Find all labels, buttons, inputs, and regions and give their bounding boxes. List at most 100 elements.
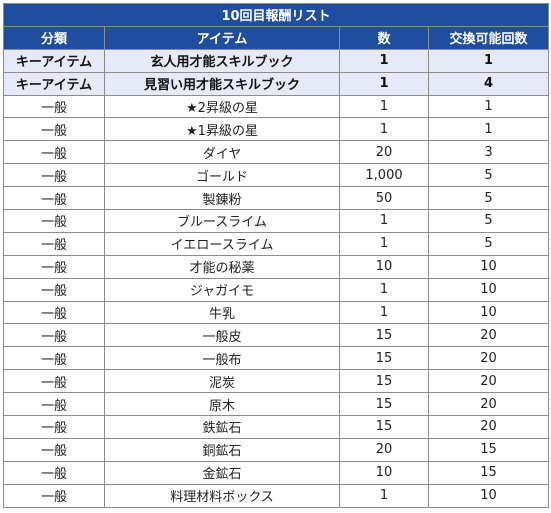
table-row: 一般 イエロースライム 1 5 xyxy=(3,231,550,256)
cell-exchanges: 15 xyxy=(427,437,550,462)
cell-category: 一般 xyxy=(3,392,105,417)
cell-count: 1 xyxy=(339,277,429,302)
cell-item: 銅鉱石 xyxy=(104,437,340,462)
table-row: キーアイテム 見習い用才能スキルブック 1 4 xyxy=(3,71,550,96)
cell-count: 15 xyxy=(339,392,429,417)
table-row: 一般 銅鉱石 20 15 xyxy=(3,437,550,462)
cell-item: ダイヤ xyxy=(104,140,340,165)
cell-category: 一般 xyxy=(3,231,105,256)
header-item: アイテム xyxy=(104,25,340,50)
cell-exchanges: 20 xyxy=(427,346,550,371)
cell-exchanges: 10 xyxy=(427,254,550,279)
table-row: 一般 ダイヤ 20 3 xyxy=(3,140,550,165)
cell-count: 50 xyxy=(339,186,429,211)
cell-exchanges: 15 xyxy=(427,460,550,485)
table-title: 10回目報酬リスト xyxy=(2,3,550,27)
cell-item: 料理材料ボックス xyxy=(104,483,340,508)
table-row: 一般 ブルースライム 1 5 xyxy=(3,209,550,233)
cell-exchanges: 4 xyxy=(427,71,550,96)
cell-item: 原木 xyxy=(104,392,340,417)
cell-count: 1,000 xyxy=(339,163,429,188)
table-row: キーアイテム 玄人用才能スキルブック 1 1 xyxy=(3,48,550,73)
cell-exchanges: 1 xyxy=(427,117,550,142)
cell-category: 一般 xyxy=(3,117,105,142)
cell-count: 15 xyxy=(339,323,429,348)
cell-count: 1 xyxy=(339,71,429,96)
table-row: 一般 一般皮 15 20 xyxy=(3,323,550,348)
table-row: 一般 金鉱石 10 15 xyxy=(3,460,550,485)
cell-count: 15 xyxy=(339,415,429,439)
cell-category: 一般 xyxy=(3,163,105,188)
table-row: 一般 製錬粉 50 5 xyxy=(3,186,550,211)
cell-exchanges: 10 xyxy=(427,300,550,325)
table-row: 一般 ゴールド 1,000 5 xyxy=(3,163,550,188)
cell-category: 一般 xyxy=(3,460,105,485)
cell-item: ジャガイモ xyxy=(104,277,340,302)
table-row: 一般 泥炭 15 20 xyxy=(3,369,550,394)
cell-category: 一般 xyxy=(3,300,105,325)
cell-item: 鉄鉱石 xyxy=(104,415,340,439)
cell-category: 一般 xyxy=(3,186,105,211)
cell-item: 牛乳 xyxy=(104,300,340,325)
cell-exchanges: 20 xyxy=(427,323,550,348)
cell-item: ★1昇級の星 xyxy=(104,117,340,142)
cell-item: 才能の秘薬 xyxy=(104,254,340,279)
reward-table: 10回目報酬リスト 分類 アイテム 数 交換可能回数 キーアイテム 玄人用才能ス… xyxy=(2,3,550,508)
table-row: 一般 一般布 15 20 xyxy=(3,346,550,371)
table-row: 一般 ジャガイモ 1 10 xyxy=(3,277,550,302)
cell-item: 玄人用才能スキルブック xyxy=(104,48,340,73)
cell-item: 一般布 xyxy=(104,346,340,371)
cell-count: 15 xyxy=(339,346,429,371)
table-row: 一般 鉄鉱石 15 20 xyxy=(3,415,550,439)
cell-exchanges: 1 xyxy=(427,48,550,73)
table-row: 一般 才能の秘薬 10 10 xyxy=(3,254,550,279)
cell-item: イエロースライム xyxy=(104,231,340,256)
cell-count: 20 xyxy=(339,437,429,462)
cell-category: 一般 xyxy=(3,483,105,508)
cell-exchanges: 5 xyxy=(427,209,550,233)
cell-exchanges: 20 xyxy=(427,392,550,417)
cell-exchanges: 20 xyxy=(427,415,550,439)
table-row: 一般 原木 15 20 xyxy=(3,392,550,417)
cell-category: 一般 xyxy=(3,140,105,165)
header-exchanges: 交換可能回数 xyxy=(427,25,550,50)
cell-category: 一般 xyxy=(3,254,105,279)
cell-count: 15 xyxy=(339,369,429,394)
table-header-row: 分類 アイテム 数 交換可能回数 xyxy=(3,25,550,50)
cell-category: 一般 xyxy=(3,209,105,233)
cell-exchanges: 5 xyxy=(427,163,550,188)
cell-category: 一般 xyxy=(3,415,105,439)
cell-exchanges: 5 xyxy=(427,186,550,211)
cell-item: ★2昇級の星 xyxy=(104,94,340,119)
cell-exchanges: 5 xyxy=(427,231,550,256)
cell-category: 一般 xyxy=(3,94,105,119)
cell-count: 1 xyxy=(339,48,429,73)
table-row: 一般 牛乳 1 10 xyxy=(3,300,550,325)
cell-count: 1 xyxy=(339,483,429,508)
cell-count: 10 xyxy=(339,254,429,279)
table-row: 一般 料理材料ボックス 1 10 xyxy=(3,483,550,508)
cell-count: 1 xyxy=(339,300,429,325)
cell-item: 金鉱石 xyxy=(104,460,340,485)
cell-category: キーアイテム xyxy=(3,48,105,73)
table-row: 一般 ★2昇級の星 1 1 xyxy=(3,94,550,119)
table-title-row: 10回目報酬リスト xyxy=(2,3,550,27)
cell-count: 10 xyxy=(339,460,429,485)
header-count: 数 xyxy=(339,25,429,50)
cell-count: 1 xyxy=(339,231,429,256)
cell-exchanges: 20 xyxy=(427,369,550,394)
cell-item: ブルースライム xyxy=(104,209,340,233)
cell-count: 20 xyxy=(339,140,429,165)
cell-category: 一般 xyxy=(3,369,105,394)
cell-exchanges: 1 xyxy=(427,94,550,119)
cell-category: 一般 xyxy=(3,277,105,302)
cell-count: 1 xyxy=(339,209,429,233)
cell-category: 一般 xyxy=(3,323,105,348)
table-row: 一般 ★1昇級の星 1 1 xyxy=(3,117,550,142)
cell-exchanges: 10 xyxy=(427,277,550,302)
cell-count: 1 xyxy=(339,94,429,119)
cell-item: 見習い用才能スキルブック xyxy=(104,71,340,96)
cell-category: 一般 xyxy=(3,346,105,371)
cell-count: 1 xyxy=(339,117,429,142)
cell-category: キーアイテム xyxy=(3,71,105,96)
